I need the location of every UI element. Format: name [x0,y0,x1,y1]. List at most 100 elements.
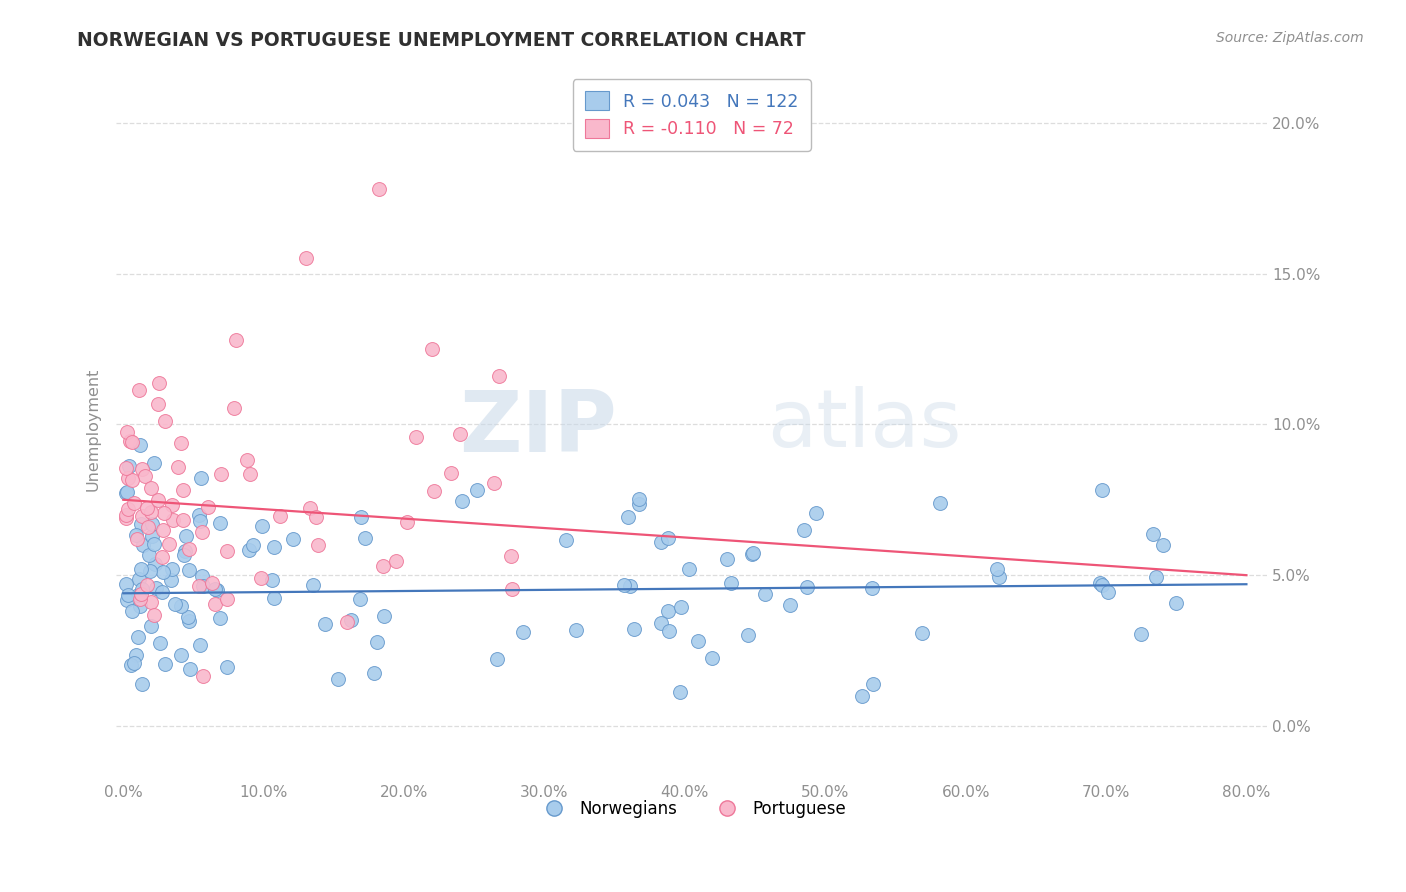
Point [141,517,163,532]
Point [440,466,463,480]
Point [191,569,214,583]
Point [136,520,159,534]
Point [779,598,801,612]
Point [565,624,588,638]
Point [201,576,224,591]
Point [650,534,672,549]
Point [1091,483,1114,497]
Point [627,497,650,511]
Point [336,615,359,629]
Point [138,548,160,562]
Text: atlas: atlas [766,386,962,465]
Point [187,508,209,522]
Point [122,657,145,671]
Point [115,460,138,475]
Point [125,528,148,542]
Point [326,672,349,686]
Point [142,456,165,470]
Point [172,513,194,527]
Point [208,611,231,625]
Point [737,628,759,642]
Point [141,529,163,543]
Point [628,491,651,506]
Point [174,544,197,558]
Point [215,660,238,674]
Point [150,584,173,599]
Point [299,500,322,515]
Point [191,579,214,593]
Point [363,665,385,680]
Point [501,582,523,596]
Point [205,583,228,598]
Point [367,182,389,196]
Point [371,558,394,573]
Point [125,648,148,662]
Point [127,588,149,602]
Point [1152,538,1174,552]
Y-axis label: Unemployment: Unemployment [86,368,100,491]
Point [260,573,283,587]
Point [250,571,273,585]
Point [420,342,443,356]
Point [188,638,211,652]
Point [131,462,153,476]
Point [190,471,212,485]
Point [187,579,209,593]
Point [127,630,149,644]
Point [204,582,226,597]
Point [179,542,201,557]
Point [152,566,174,580]
Legend: Norwegians, Portuguese: Norwegians, Portuguese [531,793,852,825]
Point [555,533,578,548]
Point [121,435,143,450]
Point [115,577,138,591]
Point [449,427,471,442]
Point [716,551,738,566]
Point [142,537,165,551]
Point [160,574,183,588]
Point [143,557,166,571]
Point [263,591,285,605]
Point [153,657,176,671]
Point [115,508,138,522]
Point [1164,596,1187,610]
Point [307,537,329,551]
Point [269,509,291,524]
Point [678,562,700,576]
Point [236,452,259,467]
Point [485,652,508,666]
Point [862,677,884,691]
Point [139,619,162,633]
Point [986,562,1008,576]
Point [650,616,672,631]
Point [163,597,186,611]
Point [373,608,395,623]
Point [225,333,247,347]
Point [281,532,304,546]
Point [121,604,143,618]
Point [488,368,510,383]
Point [619,579,641,593]
Point [862,582,884,596]
Point [252,519,274,533]
Point [422,483,444,498]
Point [191,669,214,683]
Point [239,467,262,481]
Point [118,458,141,473]
Point [139,564,162,578]
Point [141,505,163,519]
Point [197,500,219,515]
Point [796,580,818,594]
Point [209,467,232,481]
Point [160,498,183,512]
Point [911,626,934,640]
Point [150,550,173,565]
Point [385,554,408,568]
Point [302,578,325,592]
Point [657,531,679,545]
Point [350,510,373,524]
Point [121,474,143,488]
Point [129,438,152,452]
Point [204,597,226,611]
Point [139,595,162,609]
